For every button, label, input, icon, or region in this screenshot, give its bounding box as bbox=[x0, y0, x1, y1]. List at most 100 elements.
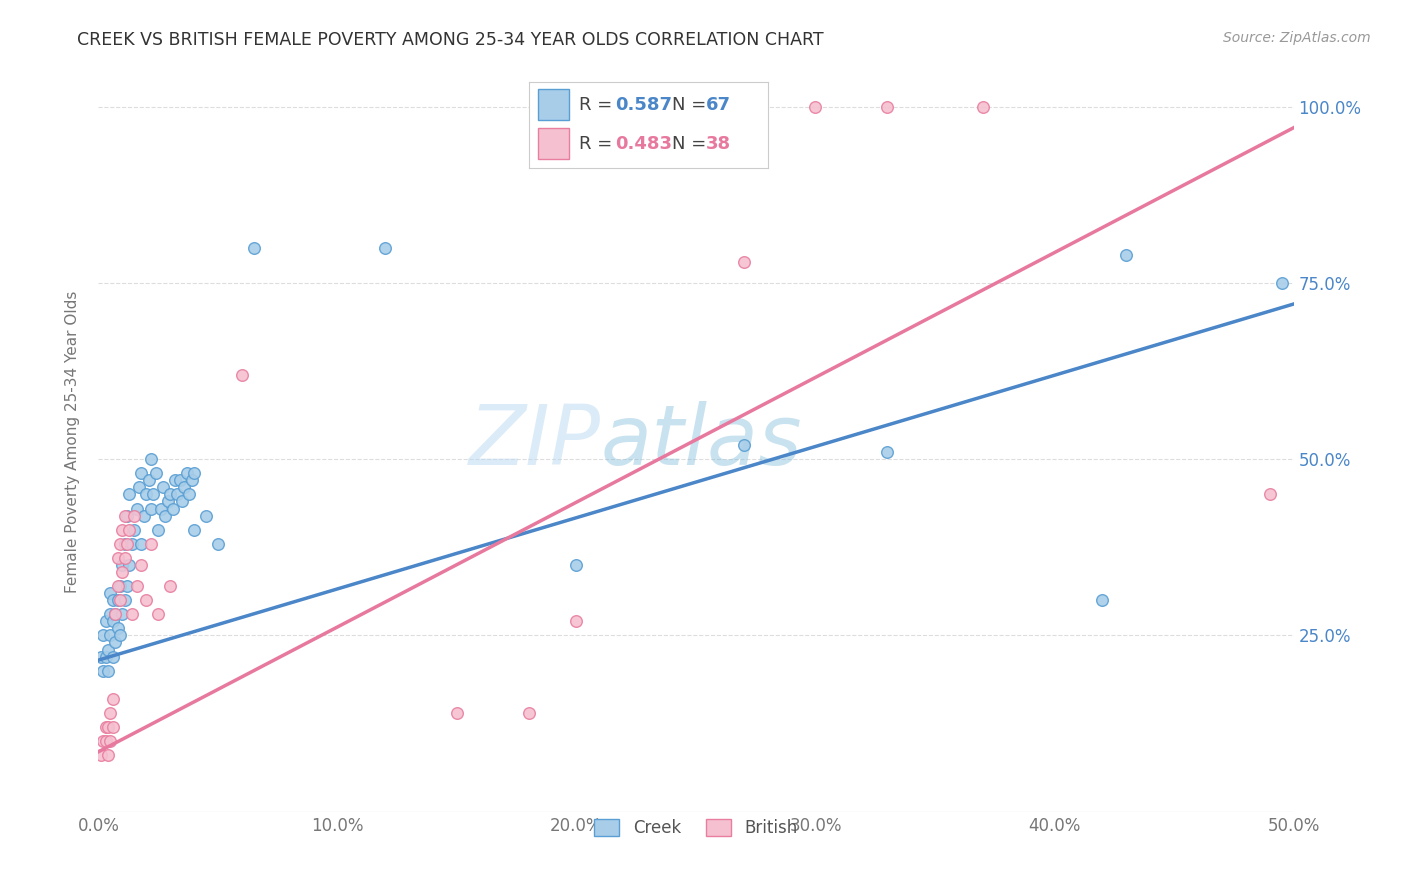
Point bbox=[446, 706, 468, 720]
Point bbox=[163, 473, 186, 487]
Point bbox=[152, 480, 174, 494]
Point bbox=[101, 692, 124, 706]
Point bbox=[179, 487, 201, 501]
Text: ZIP: ZIP bbox=[468, 401, 600, 482]
Point bbox=[111, 565, 134, 579]
Point bbox=[135, 487, 157, 501]
Point bbox=[107, 621, 129, 635]
Point bbox=[104, 607, 127, 622]
Point bbox=[97, 748, 120, 763]
Point bbox=[1271, 276, 1294, 290]
Point bbox=[104, 635, 127, 649]
Point bbox=[972, 100, 994, 114]
Point bbox=[565, 615, 588, 629]
Point bbox=[149, 501, 172, 516]
Point bbox=[128, 480, 150, 494]
Point bbox=[118, 558, 141, 572]
Point bbox=[111, 523, 134, 537]
Point bbox=[107, 579, 129, 593]
Point bbox=[733, 254, 755, 268]
Point bbox=[156, 494, 179, 508]
Point bbox=[101, 615, 124, 629]
Point bbox=[159, 487, 181, 501]
Point bbox=[148, 523, 170, 537]
Point bbox=[94, 720, 117, 734]
Legend: Creek, British: Creek, British bbox=[588, 813, 804, 844]
Point bbox=[173, 480, 195, 494]
Point bbox=[98, 706, 122, 720]
Point bbox=[1258, 487, 1281, 501]
Point bbox=[108, 593, 131, 607]
Point bbox=[94, 615, 117, 629]
Point bbox=[98, 607, 122, 622]
Point bbox=[91, 734, 114, 748]
Point bbox=[180, 473, 202, 487]
Point bbox=[804, 100, 827, 114]
Point bbox=[115, 508, 138, 523]
Point bbox=[114, 537, 136, 551]
Point bbox=[118, 487, 141, 501]
Point bbox=[101, 720, 124, 734]
Y-axis label: Female Poverty Among 25-34 Year Olds: Female Poverty Among 25-34 Year Olds bbox=[65, 291, 80, 592]
Point bbox=[135, 593, 157, 607]
Point bbox=[98, 586, 122, 600]
Point bbox=[138, 473, 160, 487]
Point bbox=[94, 734, 117, 748]
Point bbox=[111, 607, 134, 622]
Point bbox=[374, 241, 396, 255]
Point bbox=[169, 473, 191, 487]
Point bbox=[139, 452, 162, 467]
Point bbox=[101, 593, 124, 607]
Point bbox=[114, 550, 136, 565]
Point bbox=[131, 537, 153, 551]
Point bbox=[91, 628, 114, 642]
Point bbox=[124, 523, 146, 537]
Text: CREEK VS BRITISH FEMALE POVERTY AMONG 25-34 YEAR OLDS CORRELATION CHART: CREEK VS BRITISH FEMALE POVERTY AMONG 25… bbox=[77, 31, 824, 49]
Point bbox=[139, 537, 162, 551]
Point bbox=[107, 550, 129, 565]
Point bbox=[131, 467, 153, 481]
Point bbox=[155, 508, 177, 523]
Point bbox=[98, 734, 122, 748]
Point bbox=[162, 501, 184, 516]
Point bbox=[108, 537, 131, 551]
Point bbox=[131, 558, 153, 572]
Point bbox=[115, 579, 138, 593]
Point bbox=[121, 607, 143, 622]
Point bbox=[101, 649, 124, 664]
Point bbox=[876, 445, 898, 459]
Point bbox=[90, 649, 112, 664]
Point bbox=[121, 537, 143, 551]
Point bbox=[115, 537, 138, 551]
Point bbox=[733, 438, 755, 452]
Point bbox=[111, 558, 134, 572]
Point bbox=[1091, 593, 1114, 607]
Point bbox=[124, 508, 146, 523]
Text: Source: ZipAtlas.com: Source: ZipAtlas.com bbox=[1223, 31, 1371, 45]
Point bbox=[176, 467, 198, 481]
Point bbox=[172, 494, 194, 508]
Point bbox=[195, 508, 218, 523]
Point bbox=[108, 628, 131, 642]
Point bbox=[183, 467, 205, 481]
Point bbox=[91, 664, 114, 678]
Point bbox=[104, 607, 127, 622]
Point bbox=[207, 537, 229, 551]
Point bbox=[97, 664, 120, 678]
Point bbox=[159, 579, 181, 593]
Point bbox=[125, 501, 148, 516]
Point bbox=[231, 368, 253, 382]
Point bbox=[517, 706, 540, 720]
Point bbox=[114, 593, 136, 607]
Point bbox=[148, 607, 170, 622]
Point bbox=[118, 523, 141, 537]
Point bbox=[114, 508, 136, 523]
Point bbox=[97, 720, 120, 734]
Point bbox=[1115, 248, 1137, 262]
Point bbox=[108, 579, 131, 593]
Point bbox=[565, 558, 588, 572]
Point bbox=[107, 593, 129, 607]
Point bbox=[97, 642, 120, 657]
Point bbox=[139, 501, 162, 516]
Point bbox=[132, 508, 155, 523]
